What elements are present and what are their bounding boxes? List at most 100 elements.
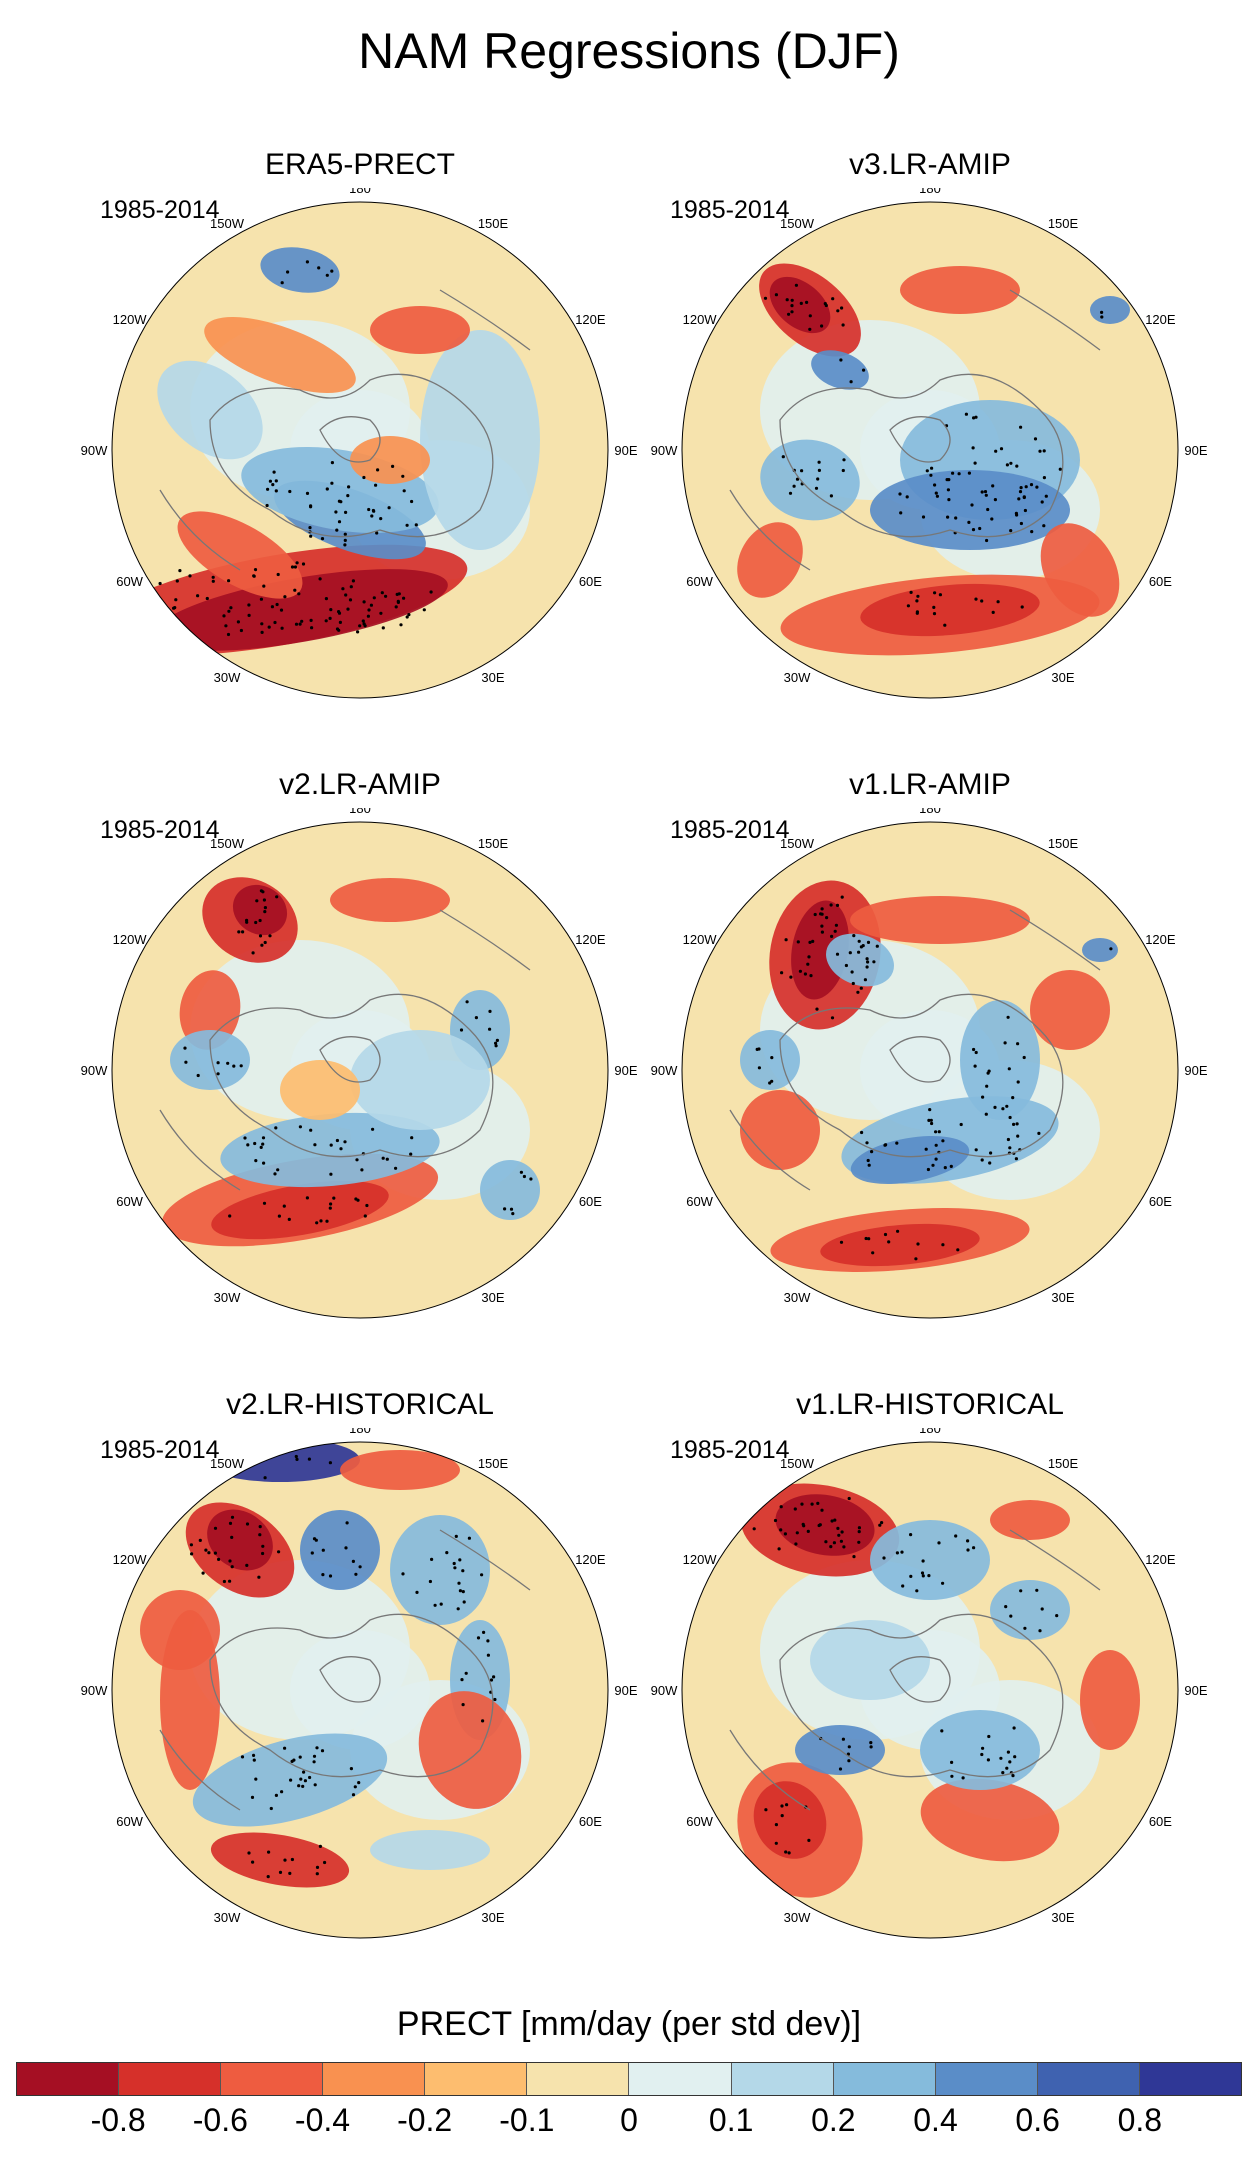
anomaly-patch: [350, 436, 430, 484]
longitude-label: 180: [919, 1428, 941, 1436]
significance-dot: [344, 510, 348, 514]
significance-dot: [807, 1838, 811, 1842]
significance-dot: [290, 565, 295, 569]
anomaly-patch: [740, 1030, 800, 1090]
significance-dot: [1015, 513, 1019, 517]
significance-dot: [931, 1163, 935, 1167]
significance-dot: [410, 1136, 414, 1140]
longitude-label: 30E: [481, 670, 504, 685]
significance-dot: [356, 630, 360, 634]
significance-dot: [956, 1248, 960, 1252]
significance-dot: [784, 1850, 788, 1854]
significance-dot: [239, 628, 243, 633]
significance-dot: [251, 951, 255, 955]
significance-dot: [318, 1844, 322, 1848]
significance-dot: [529, 1177, 533, 1181]
significance-dot: [228, 1559, 232, 1563]
longitude-label: 150E: [478, 216, 509, 231]
significance-dot: [916, 1242, 920, 1246]
longitude-label: 120W: [683, 1552, 718, 1567]
longitude-label: 60W: [116, 574, 143, 589]
significance-dot: [785, 298, 789, 302]
significance-dot: [980, 1158, 984, 1162]
significance-dot: [251, 1860, 255, 1864]
significance-dot: [402, 489, 406, 493]
significance-dot: [351, 1559, 355, 1563]
coastline: [209, 993, 494, 1158]
significance-dot: [298, 622, 302, 626]
significance-dot: [988, 1161, 992, 1165]
longitude-label: 180: [349, 1428, 371, 1436]
significance-dot: [991, 484, 995, 488]
significance-dot: [461, 1590, 465, 1594]
significance-dot: [824, 303, 828, 308]
significance-dot: [937, 1541, 941, 1545]
significance-dot: [857, 1540, 861, 1544]
significance-dot: [300, 619, 304, 623]
significance-dot: [295, 1457, 299, 1461]
significance-dot: [811, 939, 815, 943]
significance-dot: [820, 907, 824, 911]
polar-map: 180 150E 120E 90E 60E 30E 0 30W 60W 90W 120W 150W: [81, 808, 638, 1328]
significance-dot: [329, 1202, 333, 1206]
significance-dot: [872, 960, 876, 964]
significance-dot: [985, 1084, 989, 1088]
significance-dot: [1015, 464, 1019, 468]
significance-dot: [346, 607, 350, 611]
coastline: [319, 416, 381, 463]
colorbar-box: [1139, 2063, 1241, 2095]
significance-dot: [328, 616, 332, 620]
significance-dot: [366, 614, 370, 618]
coastline: [1009, 289, 1101, 351]
significance-dot: [252, 1753, 256, 1757]
significance-dot: [752, 1527, 756, 1531]
significance-dot: [983, 490, 988, 494]
panel-title: ERA5-PRECT: [264, 148, 456, 181]
significance-dot: [1042, 476, 1046, 480]
coastline: [889, 1656, 951, 1703]
significance-dot: [236, 620, 240, 624]
significance-dot: [399, 623, 403, 627]
significance-dot: [227, 579, 231, 583]
significance-dot: [909, 590, 913, 594]
significance-dot: [349, 585, 353, 589]
significance-dot: [270, 605, 274, 609]
significance-dot: [407, 613, 411, 617]
anomaly-patch: [900, 266, 1020, 314]
map-panel: v2.LR-AMIP 1985-2014 180 150E 120E 90E 60E 30E 0…: [70, 768, 650, 1328]
significance-dot: [337, 611, 342, 615]
significance-dot: [329, 608, 333, 612]
significance-dot: [357, 1781, 361, 1785]
significance-dot: [347, 485, 351, 489]
significance-dot: [980, 490, 984, 494]
significance-dot: [261, 1544, 265, 1548]
significance-dot: [790, 310, 794, 314]
significance-dot: [266, 1453, 270, 1457]
significance-dot: [315, 1746, 319, 1750]
significance-dot: [994, 449, 998, 453]
significance-dot: [334, 510, 338, 514]
significance-dot: [482, 1630, 486, 1634]
significance-dot: [363, 1214, 367, 1218]
longitude-label: 60W: [686, 1814, 713, 1829]
significance-dot: [900, 1550, 904, 1554]
significance-dot: [494, 1041, 498, 1045]
longitude-label: 90W: [81, 1683, 108, 1698]
significance-dot: [1003, 1041, 1007, 1045]
significance-dot: [930, 1121, 934, 1126]
significance-dot: [329, 1143, 333, 1147]
colorbar-tick-label: -0.8: [90, 2102, 146, 2138]
anomaly-patch: [920, 1710, 1040, 1790]
significance-dot: [261, 1551, 265, 1556]
significance-dot: [343, 1140, 347, 1144]
significance-dot: [932, 612, 937, 616]
significance-dot: [805, 300, 809, 304]
significance-dot: [787, 1851, 791, 1855]
significance-dot: [458, 1558, 462, 1562]
significance-dot: [227, 609, 231, 613]
significance-dot: [1035, 1588, 1039, 1592]
significance-dot: [261, 1136, 266, 1140]
longitude-label: 150E: [478, 1456, 509, 1471]
map-border: [681, 821, 1179, 1319]
significance-dot: [324, 619, 328, 623]
